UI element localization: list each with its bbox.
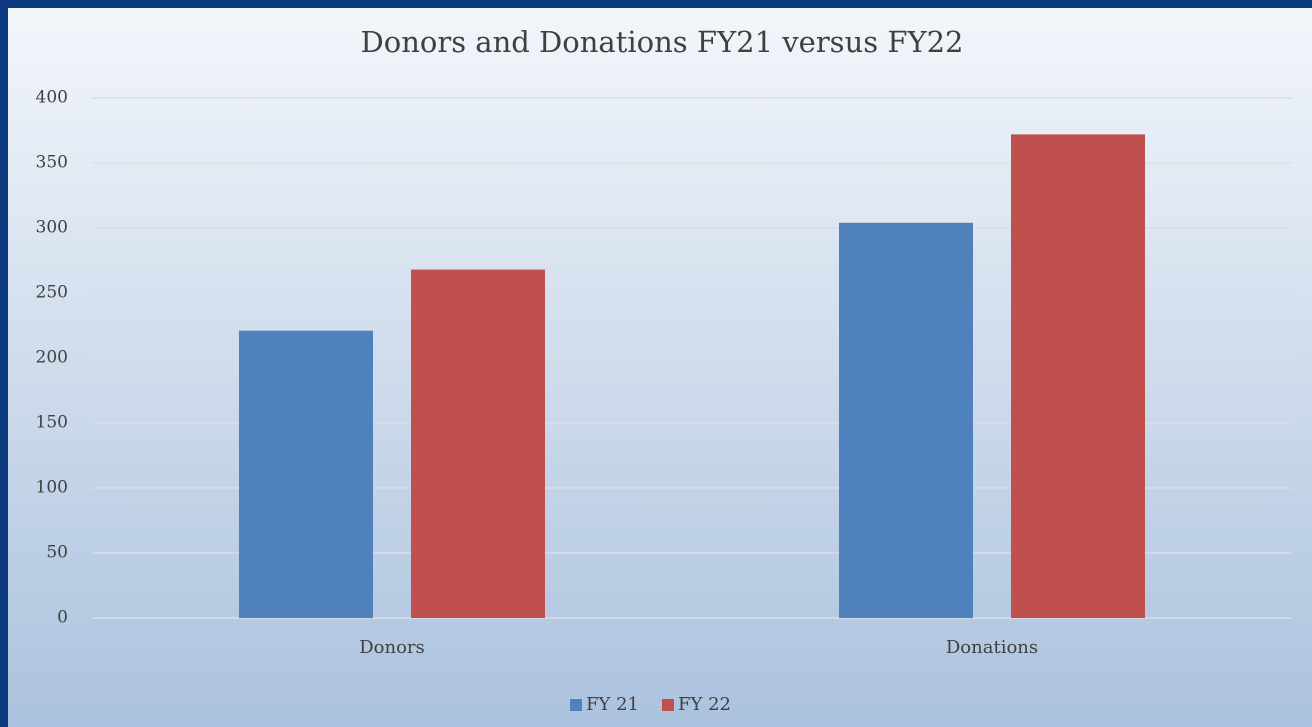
y-tick-label: 300: [36, 218, 68, 238]
legend-label: FY 21: [586, 694, 639, 715]
chart-title: Donors and Donations FY21 versus FY22: [360, 25, 963, 59]
bar: [239, 330, 373, 618]
y-tick-label: 150: [36, 413, 68, 433]
legend-label: FY 22: [678, 694, 731, 715]
y-tick-label: 50: [46, 543, 68, 563]
y-tick-label: 250: [36, 283, 68, 303]
bar: [839, 222, 973, 619]
y-tick-label: 400: [36, 88, 68, 108]
legend-swatch: [570, 699, 582, 711]
y-tick-label: 350: [36, 153, 68, 173]
legend-swatch: [662, 699, 674, 711]
x-tick-label: Donors: [359, 637, 425, 658]
y-tick-label: 0: [57, 608, 68, 628]
x-tick-label: Donations: [946, 637, 1038, 658]
bar: [1011, 134, 1145, 618]
bar: [411, 269, 545, 618]
y-tick-label: 200: [36, 348, 68, 368]
y-tick-label: 100: [36, 478, 68, 498]
